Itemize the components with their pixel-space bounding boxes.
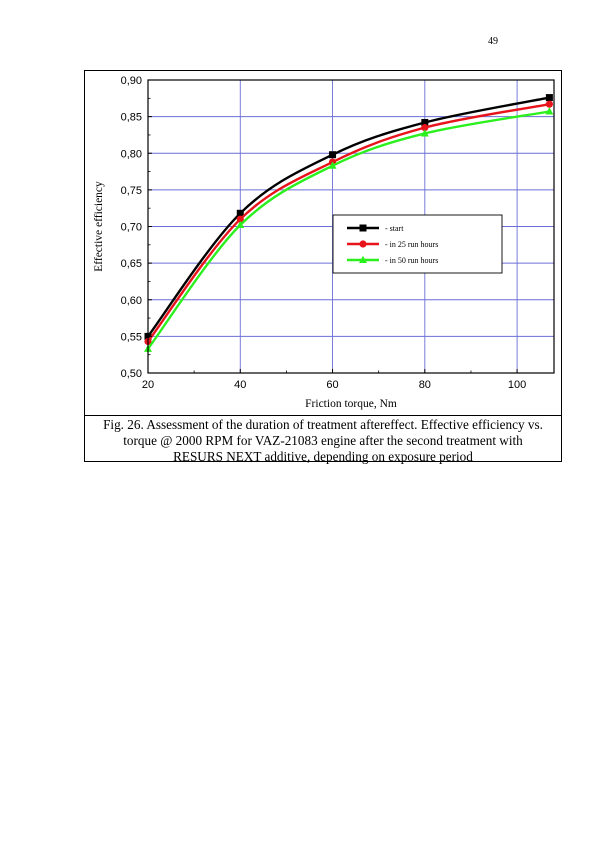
y-tick-label: 0,50 [121, 368, 142, 380]
caption-line-2: torque @ 2000 RPM for VAZ-21083 engine a… [123, 433, 523, 448]
caption-line-1: Fig. 26. Assessment of the duration of t… [103, 417, 543, 432]
y-tick-label: 0,90 [121, 75, 142, 87]
x-tick-label: 80 [419, 379, 431, 391]
legend-marker [359, 255, 367, 263]
data-point [236, 215, 244, 223]
y-axis-title: Effective efficiency [93, 181, 105, 272]
y-tick-label: 0,60 [121, 295, 142, 307]
data-point [545, 100, 553, 108]
y-tick-label: 0,70 [121, 222, 142, 234]
data-point [545, 94, 553, 102]
y-tick-label: 0,75 [121, 185, 142, 197]
legend-marker [359, 224, 367, 232]
y-tick-label: 0,80 [121, 148, 142, 160]
legend-label: - start [385, 224, 404, 233]
x-axis-title: Friction torque, Nm [305, 398, 397, 410]
x-tick-label: 60 [326, 379, 338, 391]
data-point [420, 129, 429, 137]
data-point [236, 220, 245, 229]
legend-label: - in 50 run hours [385, 256, 438, 265]
data-point [236, 209, 244, 217]
figure-box: 20 40 60 80 100 0,50 0,55 0,60 0,65 0,70 0,75 0,80 0… [84, 70, 562, 465]
data-point [329, 151, 337, 159]
y-tick-label: 0,65 [121, 258, 142, 270]
data-point [328, 161, 337, 169]
data-point [421, 118, 429, 126]
x-tick-label: 40 [234, 379, 246, 391]
legend-marker [359, 240, 367, 248]
data-point [545, 107, 554, 115]
page-number: 49 [488, 36, 498, 47]
y-tick-label: 0,55 [121, 331, 142, 343]
x-tick-label: 20 [142, 379, 154, 391]
x-tick-label: 100 [508, 379, 526, 391]
caption-line-3: RESURS NEXT additive, depending on expos… [173, 449, 473, 464]
figure-caption: Fig. 26. Assessment of the duration of t… [85, 415, 561, 465]
y-tick-label: 0,85 [121, 112, 142, 124]
axis-frame [147, 79, 555, 374]
chart: 20 40 60 80 100 0,50 0,55 0,60 0,65 0,70 0,75 0,80 0… [93, 75, 555, 410]
data-point [421, 124, 429, 132]
legend-label: - in 25 run hours [385, 240, 438, 249]
